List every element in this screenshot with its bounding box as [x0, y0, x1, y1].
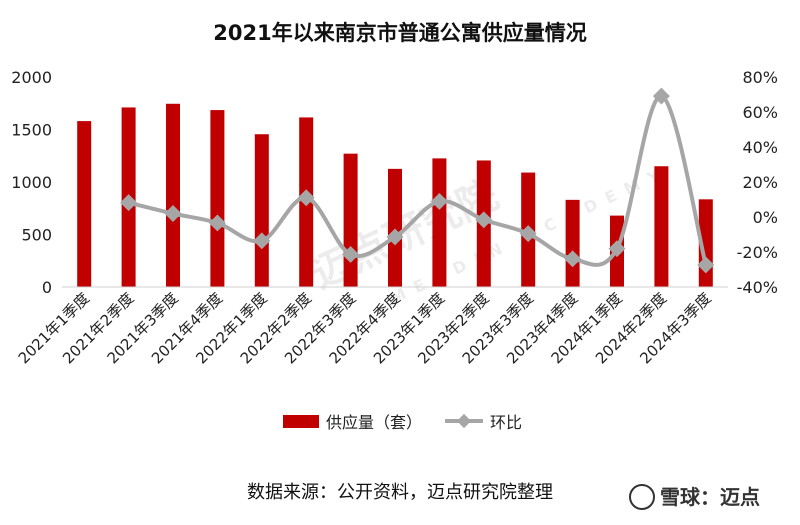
legend-line-marker: [456, 413, 472, 429]
y-axis-right: -40% -20% 0% 20% 40% 60% 80%: [737, 68, 778, 297]
y-tick-label-left: 1500: [11, 121, 52, 140]
line-marker: [120, 194, 138, 212]
line-series: [120, 87, 715, 274]
bar: [343, 153, 358, 287]
chart-title: 2021年以来南京市普通公寓供应量情况: [213, 21, 586, 45]
line-marker: [253, 232, 271, 250]
line-marker: [608, 240, 626, 258]
line-marker: [519, 225, 537, 243]
source-note: 数据来源：公开资料，迈点研究院整理: [247, 482, 553, 503]
y-tick-label-left: 2000: [11, 68, 52, 87]
bar: [432, 158, 447, 287]
bar: [654, 166, 669, 287]
y-tick-label-right: 80%: [742, 68, 778, 87]
y-tick-label-right: 40%: [742, 138, 778, 157]
line-marker: [430, 192, 448, 210]
brand-logo: 雪球：迈点: [629, 484, 760, 510]
y-tick-label-left: 500: [21, 226, 52, 245]
line-marker: [652, 87, 670, 105]
line-marker: [697, 256, 715, 274]
bar: [166, 103, 180, 288]
y-tick-label-right: 0%: [753, 208, 778, 227]
legend-bar-swatch: [283, 415, 319, 428]
y-axis-left: 0 500 1000 1500 2000: [11, 68, 52, 297]
y-tick-label-right: 60%: [742, 103, 778, 122]
bar: [565, 199, 580, 287]
legend-label-bar: 供应量（套）: [326, 413, 422, 432]
line-marker: [386, 228, 404, 246]
y-tick-label-right: -40%: [737, 278, 778, 297]
legend-label-line: 环比: [490, 413, 522, 432]
y-tick-label-left: 1000: [11, 173, 52, 192]
line-marker: [475, 211, 493, 229]
brand-icon: [629, 484, 655, 510]
bar: [254, 134, 269, 287]
line-marker: [297, 189, 315, 207]
bar: [388, 168, 402, 287]
line-marker: [342, 245, 360, 263]
y-tick-label-right: -20%: [737, 243, 778, 262]
y-tick-label-left: 0: [42, 278, 52, 297]
legend: 供应量（套） 环比: [283, 413, 522, 432]
line-marker: [208, 214, 226, 232]
brand-text: 雪球：迈点: [660, 485, 760, 509]
line-marker: [164, 205, 182, 222]
x-axis-labels: 2021年1季度2021年2季度2021年3季度2021年4季度2022年1季度…: [15, 289, 715, 367]
bar: [210, 110, 225, 287]
y-tick-label-right: 20%: [742, 173, 778, 192]
bar: [77, 121, 92, 287]
